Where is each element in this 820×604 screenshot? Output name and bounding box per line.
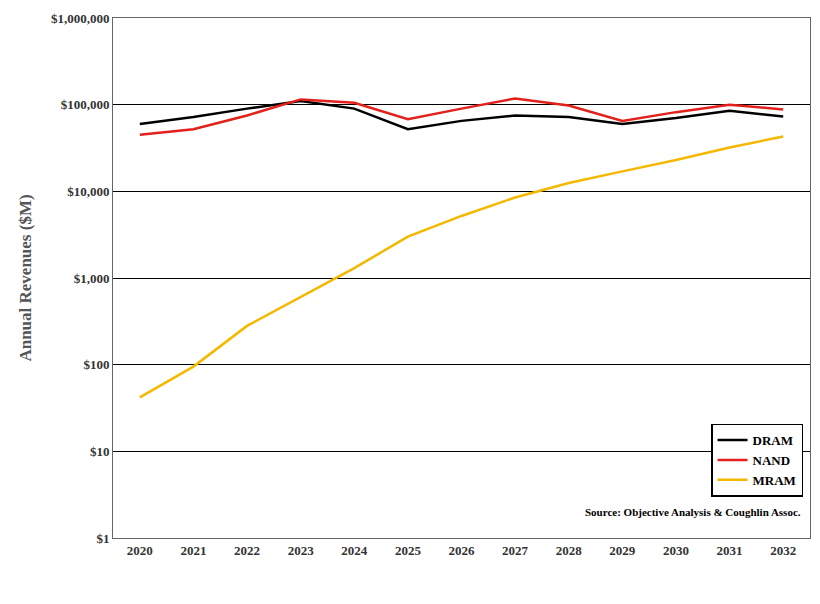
- svg-text:$10,000: $10,000: [67, 184, 109, 199]
- svg-text:2029: 2029: [609, 543, 636, 558]
- svg-text:$1: $1: [96, 531, 109, 546]
- svg-text:$1,000: $1,000: [74, 271, 110, 286]
- svg-text:MRAM: MRAM: [753, 473, 796, 488]
- svg-text:$100: $100: [83, 357, 109, 372]
- svg-text:2030: 2030: [663, 543, 689, 558]
- svg-text:2020: 2020: [127, 543, 153, 558]
- svg-text:Source: Objective Analysis & C: Source: Objective Analysis & Coughlin As…: [585, 506, 801, 518]
- svg-text:2023: 2023: [288, 543, 315, 558]
- svg-text:2032: 2032: [770, 543, 796, 558]
- svg-text:2031: 2031: [717, 543, 743, 558]
- svg-text:$10: $10: [90, 444, 110, 459]
- svg-text:2021: 2021: [180, 543, 206, 558]
- svg-text:NAND: NAND: [753, 453, 791, 468]
- svg-text:$1,000,000: $1,000,000: [51, 11, 110, 26]
- svg-text:2024: 2024: [341, 543, 368, 558]
- svg-text:2026: 2026: [449, 543, 476, 558]
- svg-text:2022: 2022: [234, 543, 260, 558]
- svg-text:DRAM: DRAM: [753, 433, 793, 448]
- svg-text:$100,000: $100,000: [61, 97, 110, 112]
- svg-text:2025: 2025: [395, 543, 422, 558]
- svg-text:2028: 2028: [556, 543, 583, 558]
- svg-text:2027: 2027: [502, 543, 529, 558]
- svg-text:Annual Revenues ($M): Annual Revenues ($M): [16, 194, 35, 361]
